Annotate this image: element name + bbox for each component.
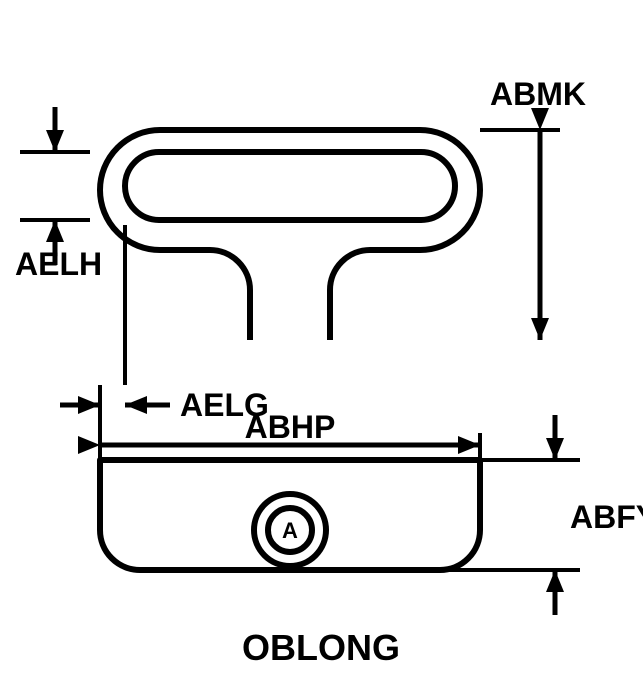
top-view-outline <box>100 130 480 340</box>
label-abhp: ABHP <box>245 409 336 445</box>
top-view-slot <box>125 152 455 220</box>
label-aelh: AELH <box>15 246 102 282</box>
label-abmk: ABMK <box>490 76 586 112</box>
label-a: A <box>282 518 298 543</box>
label-abfy: ABFY <box>570 499 643 535</box>
title-oblong: OBLONG <box>242 627 400 668</box>
